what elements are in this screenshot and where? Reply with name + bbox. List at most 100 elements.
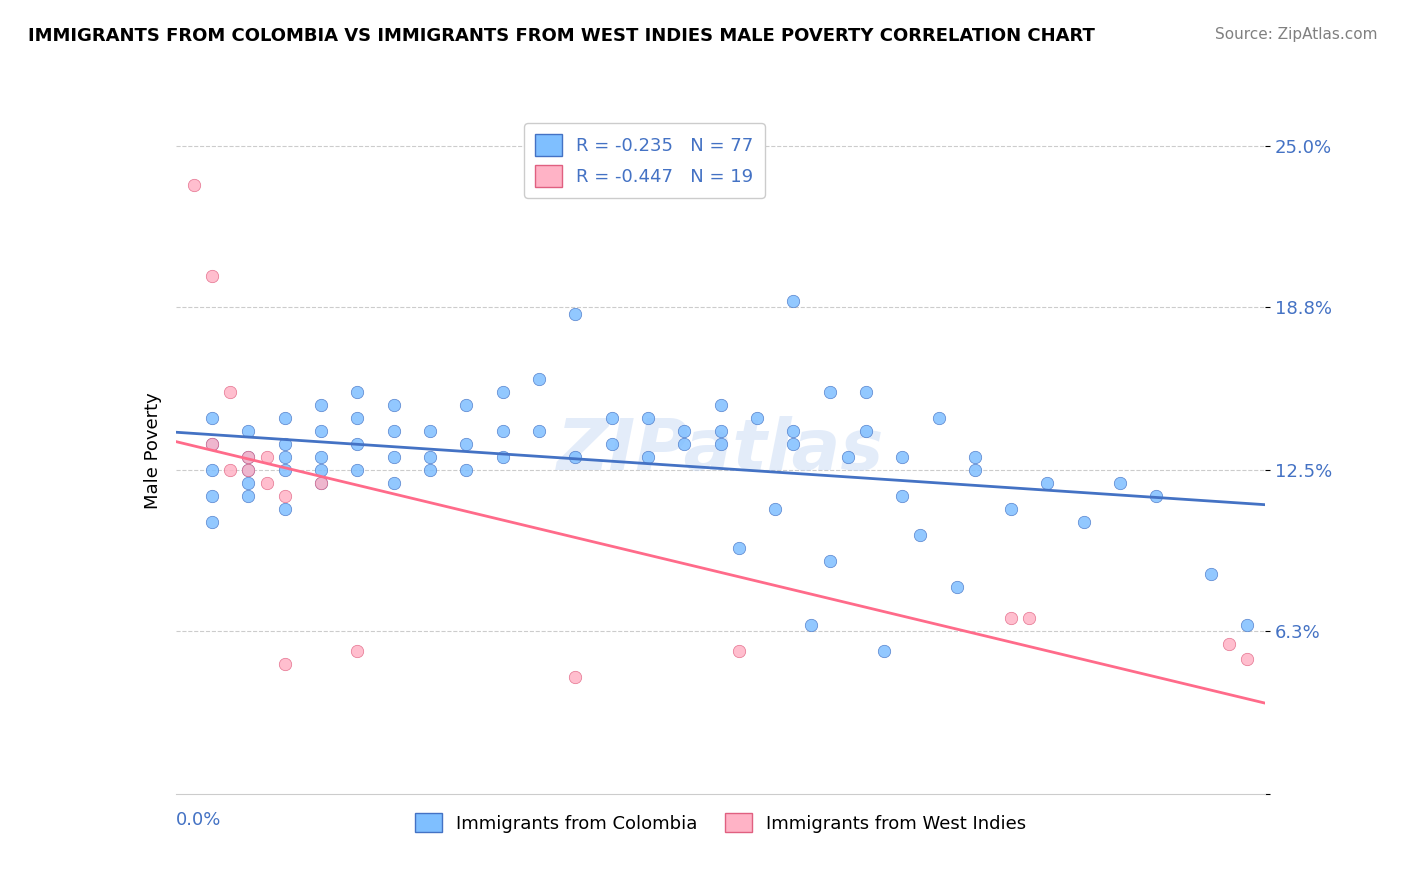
Point [309,475,332,490]
Point [201,411,224,425]
Point [238,424,260,438]
Point [763,501,786,516]
Point [527,424,550,438]
Point [710,437,733,451]
Point [564,307,586,321]
Point [1109,475,1132,490]
Point [309,475,332,490]
Point [238,489,260,503]
Point [492,385,515,400]
Point [274,501,297,516]
Point [201,268,224,283]
Point [600,437,623,451]
Point [238,450,260,464]
Point [456,398,478,412]
Point [710,424,733,438]
Point [855,385,877,400]
Point [891,450,914,464]
Point [891,489,914,503]
Point [274,463,297,477]
Point [492,450,515,464]
Point [238,475,260,490]
Point [1218,636,1240,650]
Point [745,411,768,425]
Point [1146,489,1168,503]
Point [346,437,368,451]
Point [309,463,332,477]
Point [419,463,441,477]
Point [818,385,841,400]
Point [456,437,478,451]
Point [727,541,749,555]
Point [382,475,405,490]
Point [782,437,804,451]
Point [710,398,733,412]
Point [201,463,224,477]
Point [782,424,804,438]
Point [309,424,332,438]
Point [637,450,659,464]
Point [492,424,515,438]
Point [1000,610,1022,624]
Point [873,644,896,658]
Point [309,450,332,464]
Point [382,424,405,438]
Point [963,450,986,464]
Point [382,450,405,464]
Point [456,463,478,477]
Point [346,463,368,477]
Point [238,463,260,477]
Point [782,294,804,309]
Point [201,437,224,451]
Point [382,398,405,412]
Point [800,618,823,632]
Point [309,398,332,412]
Point [637,411,659,425]
Point [963,463,986,477]
Point [837,450,859,464]
Point [1036,475,1059,490]
Point [346,411,368,425]
Point [346,385,368,400]
Point [1199,566,1222,581]
Point [527,372,550,386]
Point [855,424,877,438]
Point [1073,515,1095,529]
Point [274,489,297,503]
Point [945,580,967,594]
Point [673,437,696,451]
Point [256,450,278,464]
Point [219,463,242,477]
Point [673,424,696,438]
Point [346,644,368,658]
Text: Source: ZipAtlas.com: Source: ZipAtlas.com [1215,27,1378,42]
Text: 0.0%: 0.0% [176,811,221,829]
Point [274,450,297,464]
Point [201,515,224,529]
Point [256,475,278,490]
Point [910,527,932,541]
Point [201,489,224,503]
Point [219,385,242,400]
Point [600,411,623,425]
Text: IMMIGRANTS FROM COLOMBIA VS IMMIGRANTS FROM WEST INDIES MALE POVERTY CORRELATION: IMMIGRANTS FROM COLOMBIA VS IMMIGRANTS F… [28,27,1095,45]
Point [201,437,224,451]
Point [1018,610,1040,624]
Y-axis label: Male Poverty: Male Poverty [143,392,162,508]
Point [419,424,441,438]
Point [727,644,749,658]
Point [274,657,297,672]
Point [818,553,841,567]
Point [419,450,441,464]
Point [928,411,950,425]
Point [274,411,297,425]
Point [1236,652,1258,666]
Text: ZIPatlas: ZIPatlas [557,416,884,485]
Point [183,178,205,192]
Point [238,450,260,464]
Point [1236,618,1258,632]
Point [564,670,586,684]
Point [274,437,297,451]
Point [564,450,586,464]
Legend: Immigrants from Colombia, Immigrants from West Indies: Immigrants from Colombia, Immigrants fro… [408,806,1033,839]
